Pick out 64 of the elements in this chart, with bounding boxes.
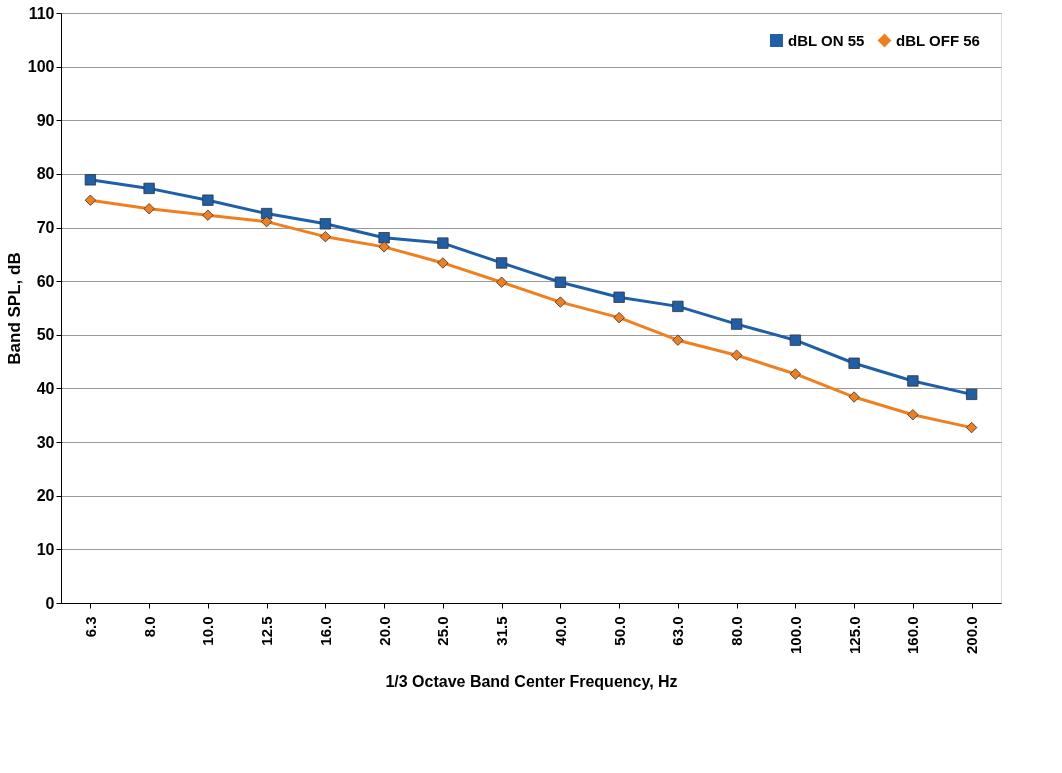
point — [554, 276, 567, 288]
point — [378, 241, 390, 253]
x-tick-label: 80.0 — [728, 616, 746, 646]
point — [437, 257, 449, 269]
y-tick-label: 10 — [36, 540, 55, 558]
point — [378, 232, 390, 244]
x-tick-label: 25.0 — [434, 616, 452, 646]
x-tick-label: 160.0 — [904, 616, 922, 655]
point — [789, 334, 802, 346]
point — [495, 276, 508, 288]
point — [84, 174, 97, 186]
y-tick-label: 0 — [45, 594, 55, 612]
point — [202, 194, 214, 206]
x-tick-label: 200.0 — [963, 616, 981, 655]
point — [848, 357, 860, 369]
point — [260, 207, 273, 220]
x-tick-label: 20.0 — [375, 616, 393, 646]
x-tick-label: 63.0 — [669, 616, 687, 646]
point — [260, 216, 273, 228]
y-tick-label: 20 — [36, 487, 55, 505]
x-axis-title: 1/3 Octave Band Center Frequency, Hz — [385, 673, 678, 691]
point — [789, 368, 802, 380]
x-tick-label: 40.0 — [551, 616, 569, 646]
y-tick-label: 80 — [36, 165, 55, 183]
point — [554, 296, 567, 308]
point — [143, 182, 155, 195]
point — [84, 194, 97, 206]
point — [613, 291, 625, 303]
y-tick-label: 50 — [36, 326, 55, 344]
y-tick-label: 110 — [28, 4, 55, 22]
x-tick-label: 50.0 — [610, 616, 628, 646]
point — [319, 231, 332, 243]
point — [848, 391, 860, 403]
point — [202, 209, 214, 221]
point — [437, 237, 449, 249]
x-tick-label: 6.3 — [81, 616, 99, 638]
point — [495, 257, 508, 269]
point — [907, 409, 919, 421]
point — [672, 334, 684, 346]
point — [730, 349, 743, 361]
x-tick-label: 10.0 — [199, 616, 217, 646]
point — [613, 312, 625, 324]
point — [965, 388, 978, 400]
y-tick-label: 40 — [36, 379, 55, 397]
point — [143, 203, 155, 215]
x-tick-label: 12.5 — [258, 616, 276, 646]
x-tick-label: 100.0 — [786, 616, 804, 655]
point — [907, 375, 919, 387]
x-tick-label: 16.0 — [316, 616, 334, 646]
point — [672, 300, 684, 313]
point — [730, 318, 743, 330]
y-tick-label: 90 — [36, 111, 55, 129]
y-axis-title: Band SPL, dB — [4, 252, 24, 365]
y-tick-label: 60 — [36, 272, 55, 290]
legend-label: dBL OFF 56 — [896, 31, 980, 49]
x-tick-label: 31.5 — [493, 616, 511, 646]
point — [965, 421, 978, 434]
y-tick-label: 100 — [27, 58, 55, 76]
x-tick-label: 125.0 — [845, 616, 863, 655]
y-tick-label: 30 — [36, 433, 55, 451]
point — [319, 218, 332, 230]
x-tick-label: 8.0 — [140, 616, 158, 638]
y-tick-label: 70 — [36, 219, 55, 237]
legend-label: dBL ON 55 — [788, 31, 865, 49]
